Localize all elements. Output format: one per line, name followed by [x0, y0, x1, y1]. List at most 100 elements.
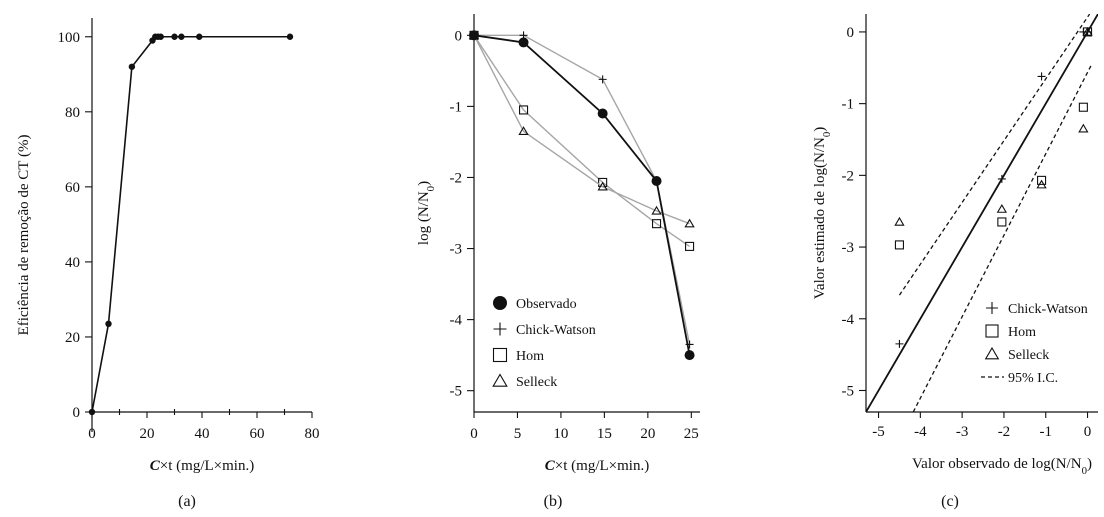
data-point — [469, 30, 479, 41]
data-point — [597, 181, 608, 191]
y-tick-label: -2 — [450, 170, 463, 186]
data-point — [1036, 179, 1047, 189]
panel-label: (c) — [941, 493, 959, 510]
y-tick-label: 0 — [73, 405, 81, 421]
y-tick-label: -3 — [450, 242, 463, 258]
identity-line — [866, 14, 1098, 412]
panel-label: (a) — [178, 493, 196, 510]
legend-marker — [986, 302, 998, 314]
data-point — [997, 174, 1006, 183]
data-point — [1082, 26, 1093, 36]
data-point — [894, 216, 905, 226]
data-point — [178, 33, 185, 40]
y-tick-label: 20 — [65, 330, 80, 346]
data-point — [597, 108, 608, 119]
y-tick-label: -5 — [450, 384, 463, 400]
x-tick-label: 10 — [553, 426, 568, 442]
data-point — [685, 241, 695, 251]
legend-label: Selleck — [516, 375, 557, 390]
panel-c: -5 -4 -3 -2 -1 0 0 -1 -2 -3 -4 -5 Chick-Watson Hom Sel… — [812, 14, 1098, 510]
legend-marker — [985, 324, 999, 338]
legend-label: Chick-Watson — [1008, 302, 1088, 317]
y-tick-label: 0 — [455, 28, 463, 44]
data-point — [128, 63, 136, 70]
data-point — [518, 37, 529, 48]
series-line — [91, 35, 290, 413]
y-tick-label: -3 — [842, 240, 855, 256]
y-tick-label: -2 — [842, 168, 855, 184]
x-tick-label: -5 — [872, 424, 885, 440]
data-point — [196, 33, 203, 40]
data-point — [1037, 175, 1047, 185]
legend-label: Observado — [516, 297, 577, 312]
x-axis-label: C×t (mg/L×min.) — [545, 458, 649, 474]
legend-marker — [984, 346, 1000, 360]
y-axis-label: Valor estimado de log(N/N0​) — [812, 127, 833, 299]
reference-lines — [866, 14, 1098, 412]
panel-a: 0 20 40 60 80 0 20 40 60 80 100 C×t (mg/L×min.) Efic… — [16, 18, 320, 510]
y-axis-label: log (N/N0​) — [416, 181, 437, 245]
data-point — [1037, 72, 1046, 81]
x-tick-label: 40 — [195, 426, 210, 442]
panel-b: 0 5 10 15 20 25 0 -1 -2 -3 -4 -5 Observado Chick-Wats… — [416, 14, 700, 510]
x-tick-label: 0 — [1084, 424, 1092, 440]
data-point — [157, 33, 164, 40]
x-tick-label: 15 — [597, 426, 612, 442]
y-tick-label: -4 — [450, 313, 463, 329]
legend-label: Hom — [516, 349, 544, 364]
series-line-selleck — [473, 35, 690, 225]
x-tick-label: 60 — [250, 426, 265, 442]
x-tick-label: 20 — [640, 426, 655, 442]
y-tick-label: -4 — [842, 312, 855, 328]
data-point — [286, 33, 294, 40]
x-tick-label: 5 — [514, 426, 522, 442]
legend-label: Hom — [1008, 325, 1036, 340]
x-tick-label: -1 — [1039, 424, 1052, 440]
data-point — [105, 320, 112, 328]
x-tick-label: 20 — [140, 426, 155, 442]
legend-marker — [493, 322, 507, 336]
y-tick-label: 40 — [65, 255, 80, 271]
x-axis-label: C×t (mg/L×min.) — [150, 458, 254, 474]
data-point — [598, 75, 607, 84]
x-tick-label: 25 — [684, 426, 699, 442]
x-axis-label: Valor observado de log(N/N0​) — [912, 456, 1092, 477]
confidence-line — [898, 14, 1091, 296]
y-tick-label: 80 — [65, 105, 80, 121]
y-axis-label: Eficiência de remoção de CT (%) — [16, 135, 32, 336]
x-tick-label: -2 — [998, 424, 1011, 440]
data-point — [651, 219, 662, 229]
legend-label: Chick-Watson — [516, 323, 596, 338]
x-tick-label: 0 — [470, 426, 478, 442]
panel-label: (b) — [544, 493, 563, 510]
data-point — [518, 105, 529, 115]
confidence-line — [912, 63, 1093, 412]
data-point — [996, 203, 1008, 213]
data-point — [997, 217, 1007, 227]
x-tick-label: -4 — [914, 424, 927, 440]
series-line-chick-watson — [474, 34, 691, 345]
y-tick-label: -5 — [842, 383, 855, 399]
data-point — [895, 339, 904, 348]
x-tick-label: -3 — [956, 424, 969, 440]
legend-label: 95% I.C. — [1008, 371, 1058, 386]
y-tick-label: -1 — [450, 99, 463, 115]
data-point — [651, 176, 662, 187]
data-point — [684, 350, 695, 361]
legend-label: Selleck — [1008, 348, 1049, 363]
data-point — [651, 205, 662, 215]
y-tick-label: 60 — [65, 180, 80, 196]
data-point — [684, 218, 695, 228]
data-point — [88, 408, 96, 416]
y-tick-label: -1 — [842, 97, 855, 113]
x-tick-label: 0 — [88, 426, 96, 442]
data-point — [171, 33, 178, 40]
data-point — [1078, 123, 1089, 133]
data-point — [894, 240, 904, 250]
data-point — [1078, 102, 1088, 112]
legend-marker — [493, 296, 507, 310]
data-point — [518, 126, 529, 136]
y-tick-label: 100 — [58, 30, 81, 46]
legend-marker — [492, 373, 508, 387]
